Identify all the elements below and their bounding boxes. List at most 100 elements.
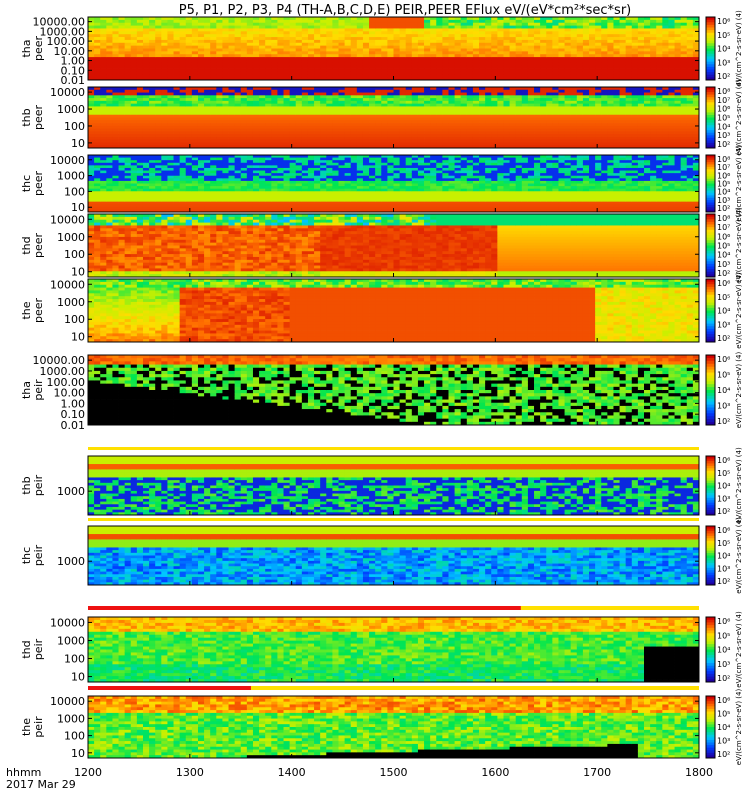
spectrogram-cell: [674, 125, 682, 129]
spectrogram-cell: [210, 71, 217, 75]
spectrogram-cell: [204, 98, 211, 102]
spectrogram-cell: [142, 160, 150, 164]
spectrogram-cell: [564, 54, 572, 58]
spectrogram-cell: [668, 139, 675, 143]
spectrogram-cell: [369, 98, 376, 102]
spectrogram-cell: [668, 77, 675, 81]
spectrogram-cell: [570, 68, 578, 72]
spectrogram-cell: [625, 117, 633, 121]
spectrogram-cell: [613, 131, 620, 135]
spectrogram-cell: [100, 34, 107, 38]
spectrogram-cell: [277, 145, 284, 149]
spectrogram-cell: [338, 59, 346, 64]
spectrogram-cell: [259, 100, 266, 105]
spectrogram-cell: [167, 39, 174, 44]
spectrogram-cell: [466, 134, 474, 138]
spectrogram-cell: [314, 65, 321, 69]
spectrogram-cell: [252, 125, 260, 129]
spectrogram-cell: [454, 62, 462, 67]
spectrogram-cell: [369, 106, 376, 110]
spectrogram-cell: [393, 87, 401, 91]
spectrogram-cell: [521, 120, 529, 124]
spectrogram-cell: [112, 109, 119, 113]
spectrogram-cell: [314, 71, 321, 75]
spectrogram-cell: [271, 125, 278, 129]
spectrogram-cell: [167, 62, 174, 67]
spectrogram-cell: [472, 125, 480, 129]
spectrogram-cell: [393, 71, 401, 75]
spectrogram-cell: [362, 89, 370, 93]
spectrogram-cell: [534, 109, 541, 113]
spectrogram-cell: [106, 106, 113, 110]
spectrogram-cell: [576, 62, 584, 67]
spectrogram-cell: [155, 51, 162, 55]
spectrogram-cell: [509, 125, 517, 129]
spectrogram-cell: [497, 117, 504, 121]
spectrogram-cell: [662, 57, 669, 61]
spectrogram-cell: [197, 62, 205, 67]
spectrogram-cell: [625, 120, 633, 124]
spectrogram-cell: [246, 37, 254, 41]
spectrogram-cell: [637, 77, 645, 81]
spectrogram-cell: [540, 37, 547, 41]
spectrogram-cell: [625, 59, 633, 64]
spectrogram-cell: [356, 17, 364, 21]
spectrogram-cell: [393, 134, 401, 138]
spectrogram-cell: [521, 114, 529, 118]
spectrogram-cell: [210, 39, 217, 44]
spectrogram-cell: [222, 48, 229, 52]
spectrogram-cell: [607, 51, 614, 55]
spectrogram-cell: [332, 51, 339, 55]
spectrogram-cell: [436, 42, 443, 47]
spectrogram-cell: [112, 17, 119, 21]
spectrogram-cell: [362, 103, 370, 107]
spectrogram-cell: [460, 42, 468, 47]
spectrogram-cell: [576, 136, 584, 141]
spectrogram-cell: [204, 114, 211, 118]
spectrogram-cell: [173, 209, 181, 213]
colorbar-cell: [706, 61, 715, 65]
spectrogram-cell: [534, 57, 541, 61]
spectrogram-cell: [216, 173, 223, 177]
spectrogram-cell: [637, 136, 645, 141]
spectrogram-cell: [210, 45, 217, 49]
spectrogram-cell: [228, 106, 236, 110]
spectrogram-cell: [130, 17, 138, 21]
spectrogram-cell: [240, 145, 248, 149]
spectrogram-cell: [503, 109, 510, 113]
spectrogram-cell: [271, 142, 278, 146]
spectrogram-cell: [362, 34, 370, 38]
spectrogram-cell: [479, 142, 486, 146]
spectrogram-cell: [130, 28, 138, 32]
spectrogram-cell: [173, 173, 181, 177]
spectrogram-cell: [564, 136, 572, 141]
spectrogram-cell: [637, 131, 645, 135]
spectrogram-cell: [369, 125, 376, 129]
spectrogram-cell: [265, 92, 272, 96]
spectrogram-cell: [265, 142, 272, 146]
spectrogram-cell: [210, 131, 217, 135]
spectrogram-cell: [460, 114, 468, 118]
spectrogram-cell: [210, 204, 217, 208]
spectrogram-cell: [161, 206, 168, 210]
spectrogram-cell: [112, 180, 119, 184]
spectrogram-cell: [100, 157, 107, 161]
spectrogram-cell: [179, 170, 187, 174]
spectrogram-cell: [271, 109, 278, 113]
spectrogram-cell: [197, 92, 205, 96]
spectrogram-cell: [552, 48, 559, 52]
spectrogram-cell: [515, 95, 523, 99]
spectrogram-cell: [277, 89, 284, 93]
spectrogram-cell: [234, 123, 242, 127]
spectrogram-cell: [503, 37, 510, 41]
spectrogram-cell: [534, 62, 541, 67]
spectrogram-cell: [265, 111, 272, 116]
spectrogram-cell: [179, 196, 187, 200]
spectrogram-cell: [112, 111, 119, 116]
spectrogram-cell: [332, 95, 339, 99]
spectrogram-cell: [155, 19, 162, 24]
spectrogram-cell: [362, 45, 370, 49]
spectrogram-cell: [106, 89, 113, 93]
spectrogram-cell: [338, 48, 346, 52]
spectrogram-cell: [503, 125, 510, 129]
